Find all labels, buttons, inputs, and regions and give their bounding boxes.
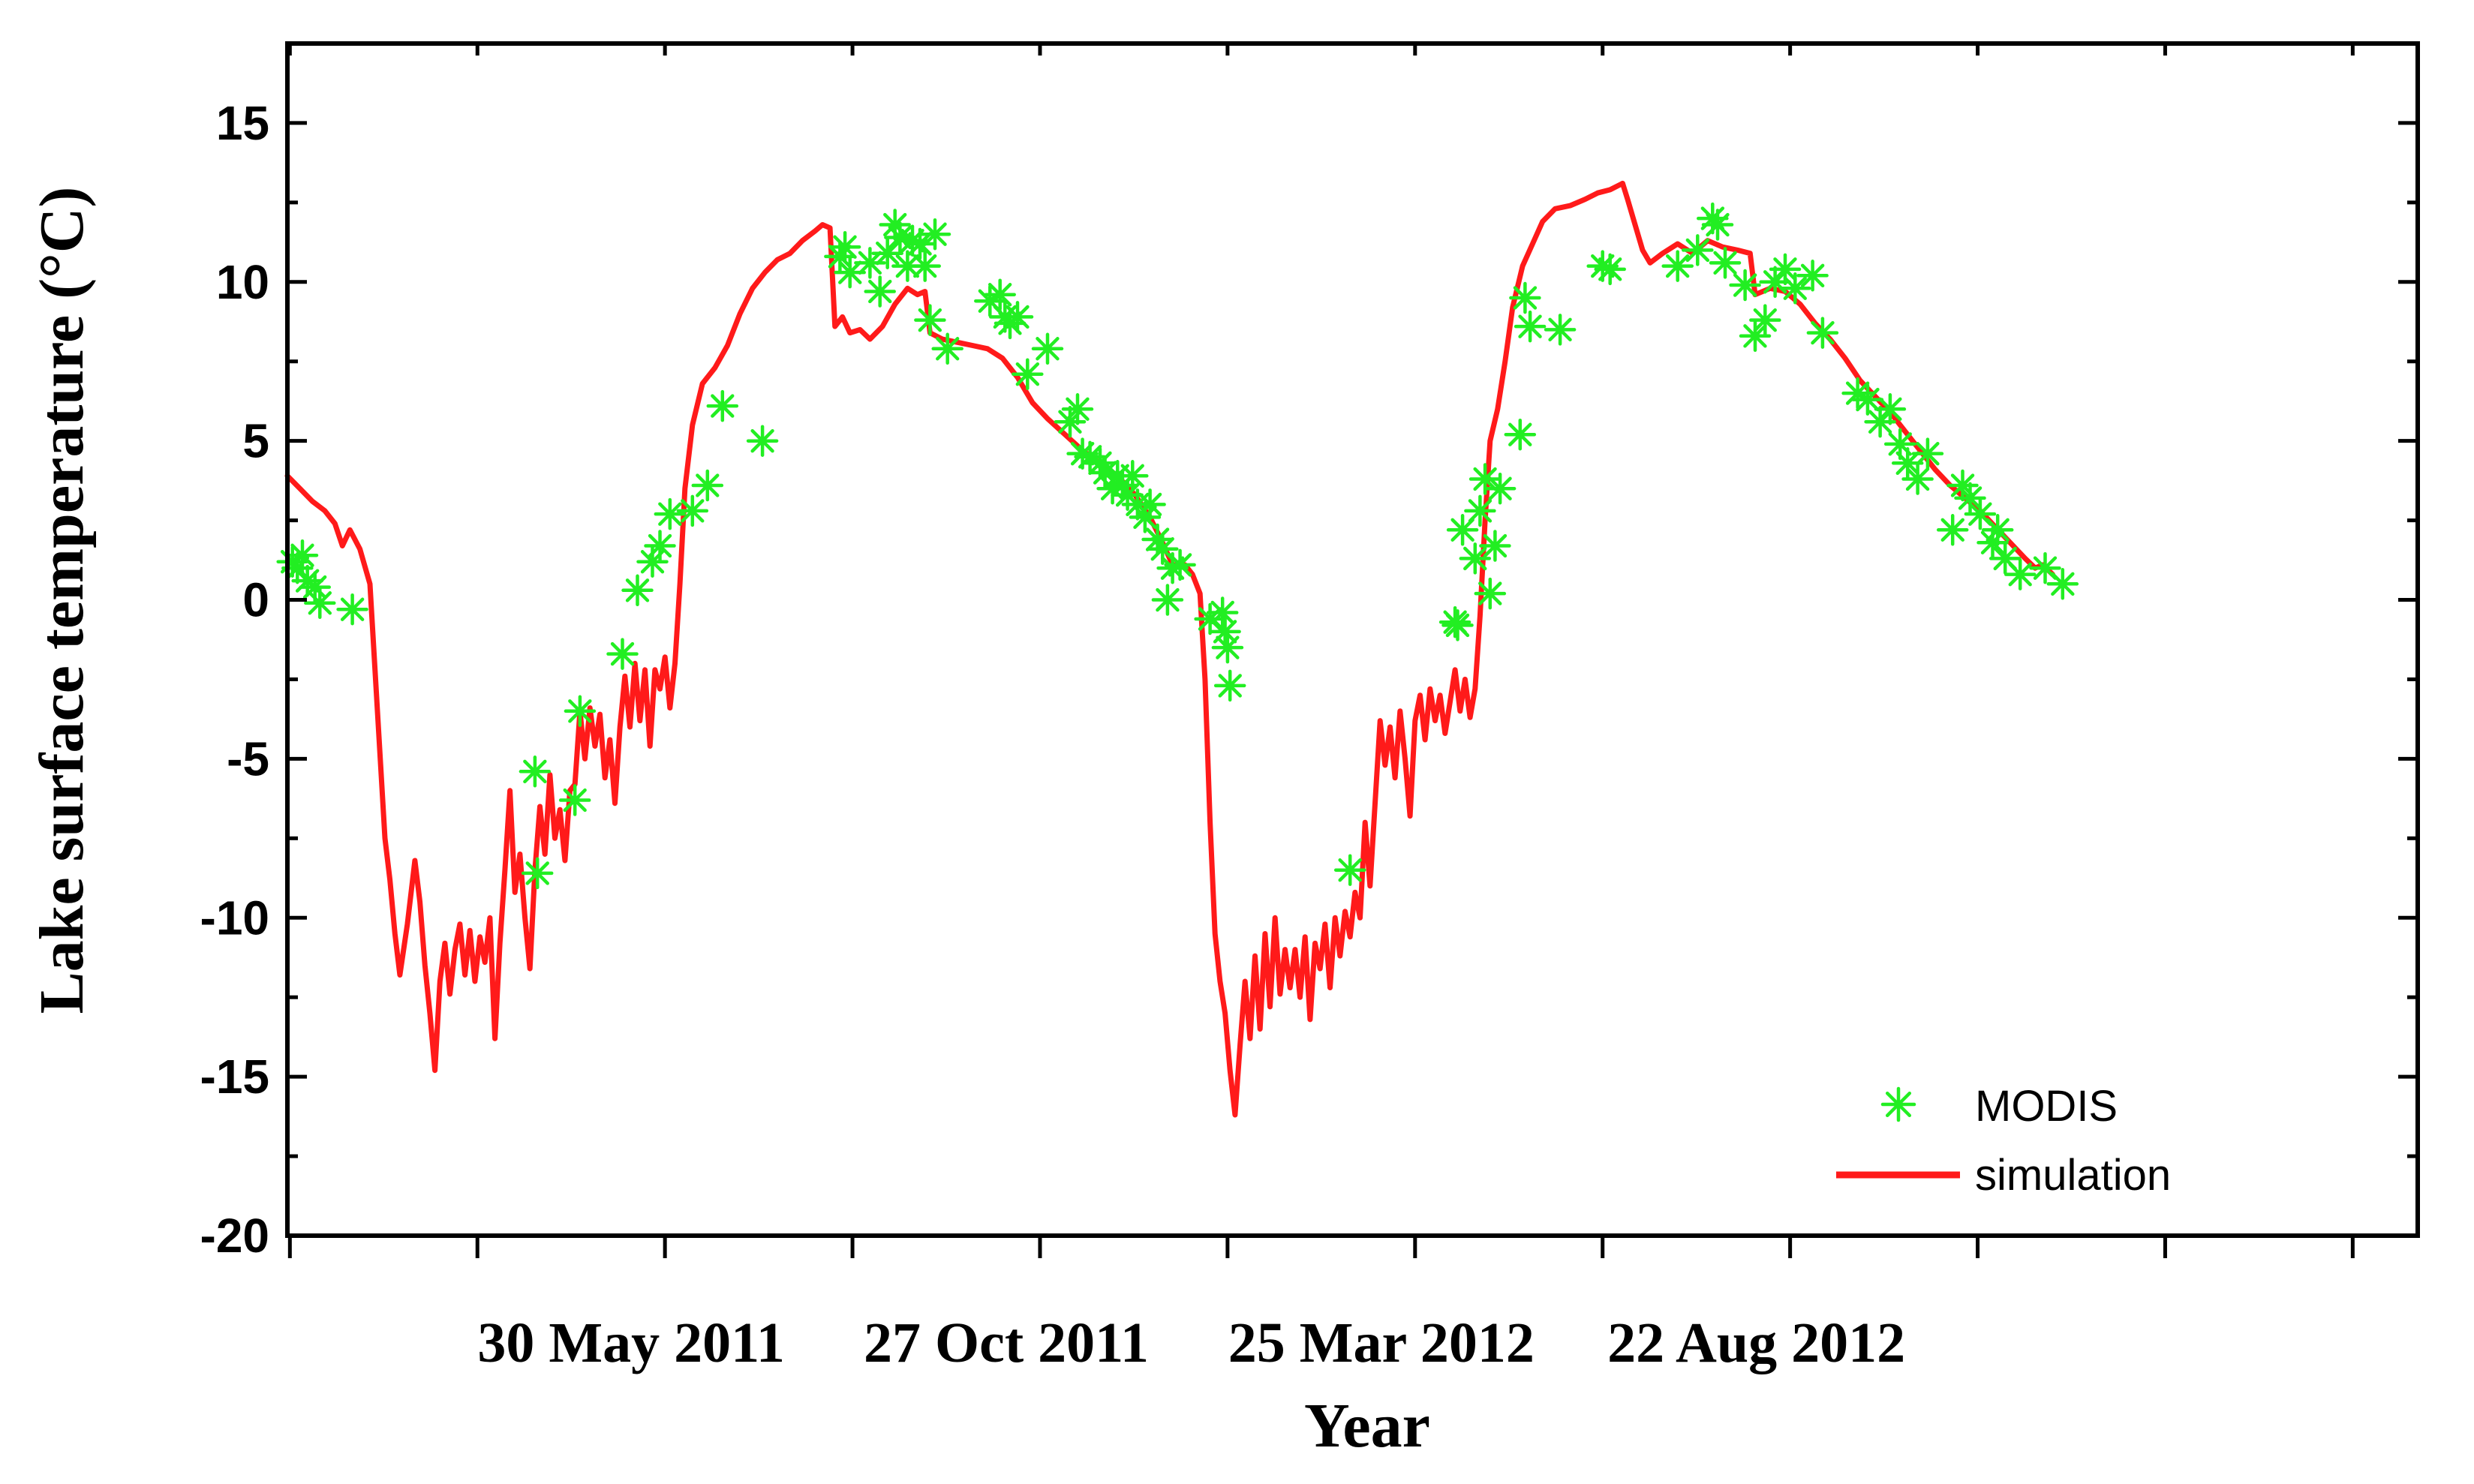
- modis-point: [1031, 332, 1064, 365]
- axes-layer: -20 -15 -10 -5 0 5 10 15 30 May 2011 27 Oct 2011 2…: [200, 41, 2420, 1374]
- legend-label-simulation: simulation: [1975, 1151, 2171, 1200]
- y-tick-label: -20: [200, 1209, 270, 1263]
- modis-point: [909, 250, 941, 282]
- modis-point: [1946, 469, 1979, 502]
- modis-point: [1779, 272, 1811, 305]
- modis-point: [606, 638, 639, 670]
- modis-point: [864, 275, 896, 308]
- plot-area: [276, 180, 2079, 1118]
- modis-point: [1446, 514, 1479, 546]
- modis-point: [1911, 437, 1944, 470]
- modis-point: [1206, 596, 1239, 629]
- modis-point: [1117, 460, 1149, 492]
- modis-point: [1806, 317, 1839, 349]
- modis-point: [676, 494, 709, 527]
- modis-point: [746, 425, 779, 457]
- modis-point: [1954, 482, 1986, 515]
- modis-point: [1504, 418, 1537, 451]
- modis-point: [1151, 584, 1184, 616]
- modis-point: [706, 389, 739, 422]
- modis-point: [871, 237, 903, 269]
- modis-point: [621, 574, 654, 607]
- y-tick-label: -5: [227, 731, 269, 786]
- modis-point: [984, 278, 1016, 311]
- modis-point: [931, 332, 963, 365]
- modis-point: [1441, 609, 1474, 641]
- modis-point: [336, 593, 368, 626]
- modis-point: [1333, 854, 1366, 886]
- modis-point: [1891, 447, 1924, 479]
- modis-point: [558, 784, 591, 816]
- x-tick-label: 22 Aug 2012: [1607, 1311, 1905, 1374]
- y-tick-label: -15: [200, 1050, 270, 1104]
- modis-point: [1901, 463, 1934, 495]
- modis-point: [2004, 558, 2037, 590]
- modis-point: [1061, 393, 1094, 425]
- modis-point: [1211, 631, 1244, 664]
- modis-point: [1796, 260, 1829, 292]
- modis-point: [1012, 358, 1044, 390]
- modis-point: [1682, 234, 1714, 266]
- modis-point: [1709, 247, 1742, 279]
- modis-point: [1594, 253, 1626, 286]
- modis-point: [1981, 514, 2014, 546]
- x-axis-label: Year: [1304, 1391, 1430, 1461]
- modis-point: [1164, 548, 1196, 581]
- modis-point: [564, 695, 597, 728]
- modis-point: [1544, 314, 1577, 346]
- modis-point: [521, 857, 554, 890]
- modis-point: [1459, 542, 1492, 575]
- x-tick-label: 30 May 2011: [477, 1311, 785, 1374]
- modis-point: [2046, 568, 2079, 600]
- modis-point: [519, 756, 552, 788]
- modis-point: [854, 247, 886, 279]
- modis-point: [914, 304, 946, 336]
- modis-point: [918, 218, 951, 251]
- y-tick-label: 0: [242, 573, 269, 627]
- modis-point: [1001, 301, 1034, 333]
- modis-point: [1514, 310, 1547, 343]
- legend-modis-asterisk: [1880, 1086, 1916, 1122]
- modis-point: [654, 497, 687, 530]
- modis-point: [1134, 488, 1166, 521]
- modis-point: [286, 539, 319, 572]
- modis-point: [1213, 669, 1246, 702]
- y-axis-label: Lake surface temperature (°C): [27, 187, 97, 1014]
- legend: MODIS simulation: [1836, 1082, 2171, 1200]
- modis-point: [644, 530, 676, 562]
- y-tick-label: 15: [216, 96, 269, 150]
- modis-point: [1874, 393, 1907, 425]
- x-tick-label: 27 Oct 2011: [864, 1311, 1149, 1374]
- modis-point: [1936, 514, 1969, 546]
- modis-point: [1661, 250, 1694, 282]
- legend-item-modis: MODIS: [1880, 1082, 2118, 1131]
- modis-point: [1464, 494, 1496, 527]
- modis-point: [1468, 463, 1502, 495]
- axes-frame: [285, 41, 2420, 1238]
- modis-point: [304, 587, 336, 620]
- modis-point: [1479, 530, 1511, 562]
- modis-point: [828, 230, 861, 263]
- modis-point: [1483, 472, 1517, 505]
- modis-point: [1701, 209, 1734, 241]
- legend-label-modis: MODIS: [1975, 1082, 2118, 1131]
- modis-point: [1739, 320, 1772, 353]
- modis-point: [1729, 269, 1761, 302]
- modis-point: [1749, 304, 1781, 336]
- modis-point: [1851, 383, 1884, 416]
- y-tick-label: 10: [216, 255, 269, 309]
- y-tick-label: -10: [200, 891, 270, 945]
- legend-modis-marker: [1880, 1086, 1916, 1122]
- legend-item-simulation: simulation: [1836, 1151, 2171, 1200]
- y-tick-label: 5: [242, 414, 269, 468]
- modis-point: [1509, 281, 1541, 314]
- modis-point: [1474, 577, 1507, 610]
- modis-point: [691, 469, 724, 502]
- x-tick-label: 25 Mar 2012: [1228, 1311, 1535, 1374]
